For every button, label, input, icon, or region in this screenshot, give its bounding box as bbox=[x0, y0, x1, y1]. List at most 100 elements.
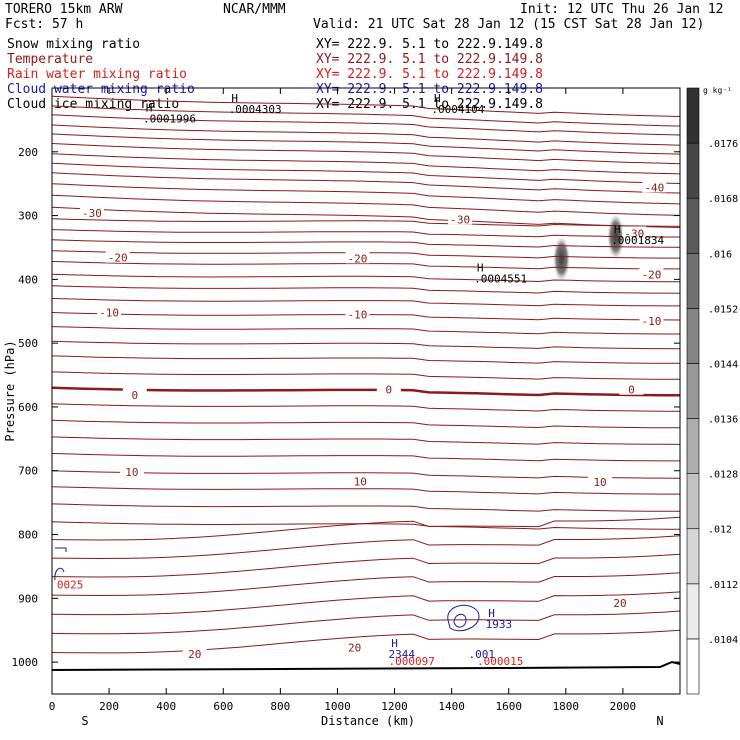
field-name: Cloud water mixing ratio bbox=[7, 82, 195, 97]
max-marker: H bbox=[477, 262, 484, 275]
isotherm bbox=[51, 194, 681, 216]
isotherm-label: -20 bbox=[642, 268, 662, 281]
isotherm-label: 10 bbox=[354, 476, 367, 489]
colorbar-tick-label: .0136 bbox=[708, 415, 738, 426]
max-value: .0004104 bbox=[431, 103, 484, 116]
label-backdrop bbox=[345, 307, 370, 320]
max-value: 2344 bbox=[389, 648, 416, 661]
isotherm-label: -20 bbox=[347, 252, 367, 265]
colorbar-tick-label: .012 bbox=[708, 525, 732, 536]
max-marker: H bbox=[391, 637, 398, 650]
isotherm bbox=[51, 162, 681, 184]
colorbar-tick-label: .0176 bbox=[708, 139, 738, 150]
label-backdrop bbox=[376, 382, 401, 395]
plot-area: -40 -30 -30 -30 -20 -20 -20 -10 -10 -10 0 0 0 10 10 10 2… bbox=[51, 92, 681, 671]
isotherm bbox=[51, 239, 680, 248]
isotherm bbox=[51, 371, 680, 380]
x-tick-label: 1000 bbox=[324, 700, 351, 713]
colorbar-tick-label: .0152 bbox=[708, 304, 738, 315]
colorbar-tick-label: .0128 bbox=[708, 470, 738, 481]
isotherm bbox=[51, 105, 681, 127]
max-marker: H bbox=[231, 92, 238, 105]
max-value: 1933 bbox=[486, 618, 512, 631]
isotherm bbox=[51, 298, 680, 307]
isotherm-label: -30 bbox=[82, 207, 102, 220]
label-backdrop bbox=[642, 180, 667, 193]
isotherm bbox=[51, 535, 681, 560]
y-tick-label: 400 bbox=[18, 273, 38, 286]
label-backdrop bbox=[622, 226, 647, 239]
isotherm-label: -10 bbox=[642, 315, 662, 328]
colorbar-tick-label: .0144 bbox=[708, 359, 738, 370]
y-tick-label: 1000 bbox=[12, 656, 39, 669]
org-label: NCAR/MMM bbox=[223, 2, 286, 17]
colorbar-segment bbox=[686, 252, 700, 309]
field-xy: XY= 222.9. 5.1 to 222.9.149.8 bbox=[316, 82, 543, 97]
colorbar-segment bbox=[686, 473, 700, 530]
colorbar-segment bbox=[686, 363, 700, 419]
isotherm-label: 20 bbox=[613, 597, 626, 610]
colorbar-segment bbox=[686, 142, 700, 199]
isotherm bbox=[51, 114, 681, 136]
x-tick-label: 1600 bbox=[495, 700, 522, 713]
field-name: Snow mixing ratio bbox=[7, 37, 140, 52]
isotherm-label: 20 bbox=[188, 648, 201, 661]
colorbar-segment bbox=[686, 583, 700, 640]
isotherm bbox=[51, 183, 681, 205]
freezing-isotherm bbox=[51, 386, 680, 397]
isotherm bbox=[51, 521, 680, 530]
isotherm-label: -40 bbox=[644, 182, 664, 195]
model-title: TORERO 15km ARW bbox=[5, 2, 123, 17]
field-xy: XY= 222.9. 5.1 to 222.9.149.8 bbox=[316, 67, 543, 82]
isotherm-label: 20 bbox=[348, 641, 361, 654]
x-axis-title: Distance (km) bbox=[321, 714, 415, 728]
label-backdrop bbox=[608, 595, 633, 608]
isotherm bbox=[51, 553, 681, 578]
isotherm bbox=[51, 206, 681, 228]
isotherm bbox=[51, 419, 681, 429]
x-tick-label: 400 bbox=[156, 700, 176, 713]
isotherm bbox=[51, 95, 681, 117]
isotherm-label: 10 bbox=[593, 476, 606, 489]
max-value: 0025 bbox=[57, 578, 84, 591]
colorbar-segment bbox=[686, 87, 700, 144]
isotherm bbox=[51, 229, 680, 238]
y-tick-label: 700 bbox=[18, 465, 38, 478]
isotherm bbox=[51, 470, 681, 479]
isotherm bbox=[51, 572, 681, 597]
isotherm-label: -10 bbox=[347, 308, 367, 321]
label-backdrop bbox=[588, 475, 613, 488]
max-value: .0004303 bbox=[229, 103, 282, 116]
y-tick-label: 600 bbox=[18, 401, 38, 414]
init-time: Init: 12 UTC Thu 26 Jan 12 bbox=[520, 2, 724, 17]
max-value: .000097 bbox=[389, 655, 435, 668]
plot-frame bbox=[51, 87, 681, 695]
isotherm-label: -30 bbox=[624, 227, 644, 240]
max-marker: H bbox=[614, 223, 621, 236]
colorbar-segment bbox=[686, 528, 700, 585]
label-backdrop bbox=[448, 212, 473, 225]
cloud-water-contour bbox=[447, 604, 480, 632]
isotherm-label: 0 bbox=[628, 384, 635, 397]
isotherm bbox=[51, 516, 681, 541]
max-value: .001 bbox=[468, 648, 495, 661]
snow-core bbox=[552, 234, 571, 283]
isotherm bbox=[51, 610, 681, 635]
cloud-water-contour bbox=[453, 613, 467, 628]
max-marker: H bbox=[434, 92, 441, 105]
label-backdrop bbox=[342, 640, 367, 653]
south-end-label: S bbox=[81, 714, 88, 728]
isotherm bbox=[51, 326, 680, 335]
isotherm bbox=[51, 503, 680, 512]
colorbar-tick-label: .016 bbox=[708, 249, 732, 260]
y-tick-label: 500 bbox=[18, 337, 38, 350]
field-name: Temperature bbox=[7, 52, 93, 67]
field-xy: XY= 222.9. 5.1 to 222.9.149.8 bbox=[316, 37, 543, 52]
isotherm bbox=[51, 133, 681, 155]
label-backdrop bbox=[348, 474, 373, 487]
colorbar-segment bbox=[686, 638, 700, 695]
isotherm bbox=[51, 486, 680, 495]
max-value: .0001834 bbox=[611, 234, 664, 247]
y-tick-label: 800 bbox=[18, 529, 38, 542]
